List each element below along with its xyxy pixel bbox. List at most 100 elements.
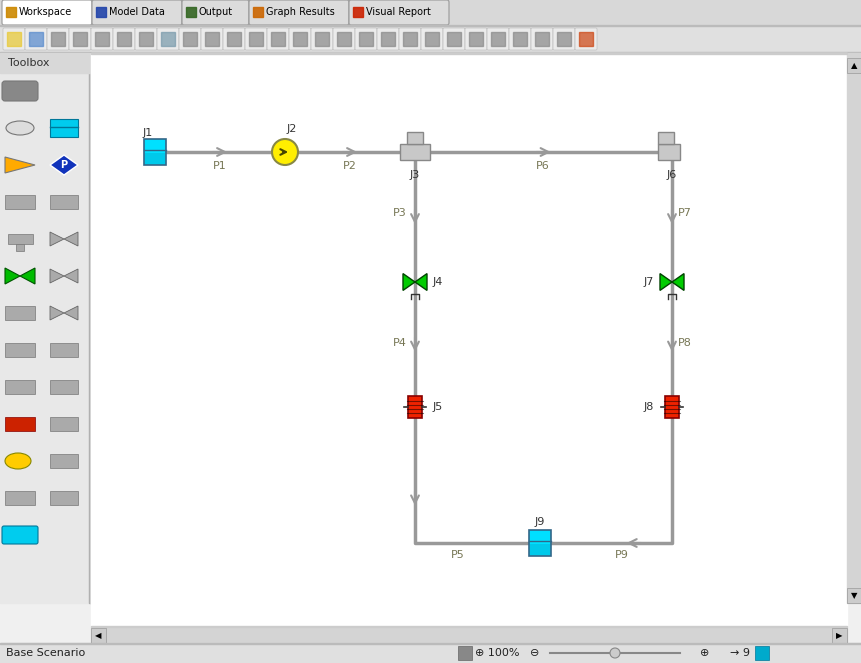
Text: ▲: ▲ bbox=[851, 62, 857, 70]
Polygon shape bbox=[660, 274, 672, 290]
Polygon shape bbox=[50, 306, 64, 320]
Bar bbox=[91, 628, 846, 643]
Bar bbox=[846, 53, 861, 603]
Bar bbox=[50, 195, 77, 209]
Bar bbox=[406, 132, 423, 144]
FancyBboxPatch shape bbox=[508, 28, 530, 50]
Bar bbox=[144, 139, 166, 165]
Bar bbox=[353, 7, 362, 17]
FancyBboxPatch shape bbox=[420, 28, 443, 50]
Bar bbox=[5, 195, 35, 209]
Bar bbox=[226, 32, 241, 46]
Bar bbox=[50, 119, 77, 137]
Bar bbox=[95, 32, 108, 46]
FancyBboxPatch shape bbox=[2, 526, 38, 544]
FancyBboxPatch shape bbox=[245, 28, 267, 50]
Bar bbox=[183, 32, 197, 46]
FancyBboxPatch shape bbox=[182, 0, 249, 25]
Text: Toolbox: Toolbox bbox=[8, 58, 49, 68]
Polygon shape bbox=[64, 232, 77, 246]
Bar bbox=[468, 32, 482, 46]
Bar bbox=[0, 25, 861, 26]
FancyBboxPatch shape bbox=[355, 28, 376, 50]
Polygon shape bbox=[50, 155, 77, 175]
FancyBboxPatch shape bbox=[443, 28, 464, 50]
Bar bbox=[491, 32, 505, 46]
Text: P8: P8 bbox=[678, 338, 691, 348]
Text: Base Scenario: Base Scenario bbox=[6, 648, 85, 658]
Text: Output: Output bbox=[199, 7, 232, 17]
Text: J4: J4 bbox=[432, 277, 443, 287]
FancyBboxPatch shape bbox=[249, 0, 349, 25]
Bar bbox=[50, 343, 77, 357]
Text: J5: J5 bbox=[432, 402, 443, 412]
FancyBboxPatch shape bbox=[25, 28, 47, 50]
FancyBboxPatch shape bbox=[288, 28, 311, 50]
Bar bbox=[657, 144, 679, 160]
Bar bbox=[535, 32, 548, 46]
Polygon shape bbox=[5, 157, 35, 173]
Bar bbox=[0, 53, 90, 603]
FancyBboxPatch shape bbox=[311, 28, 332, 50]
Text: ⊕ 100%: ⊕ 100% bbox=[474, 648, 519, 658]
Ellipse shape bbox=[6, 121, 34, 135]
FancyBboxPatch shape bbox=[47, 28, 69, 50]
Bar bbox=[5, 306, 35, 320]
Bar bbox=[358, 32, 373, 46]
Bar bbox=[253, 7, 263, 17]
Text: J8: J8 bbox=[643, 402, 653, 412]
Bar bbox=[579, 32, 592, 46]
Bar bbox=[205, 32, 219, 46]
Bar bbox=[0, 0, 861, 27]
Bar bbox=[337, 32, 350, 46]
Bar bbox=[50, 380, 77, 394]
Bar bbox=[0, 25, 861, 53]
FancyBboxPatch shape bbox=[486, 28, 508, 50]
Polygon shape bbox=[414, 274, 426, 290]
Bar bbox=[512, 32, 526, 46]
Text: P6: P6 bbox=[536, 161, 549, 171]
Polygon shape bbox=[64, 269, 77, 283]
Bar bbox=[270, 32, 285, 46]
Bar bbox=[29, 32, 43, 46]
Bar bbox=[846, 58, 861, 73]
Text: P3: P3 bbox=[393, 208, 406, 218]
Bar bbox=[139, 32, 152, 46]
FancyBboxPatch shape bbox=[553, 28, 574, 50]
Circle shape bbox=[272, 139, 298, 165]
Bar bbox=[91, 53, 846, 627]
Text: ◀: ◀ bbox=[95, 631, 101, 640]
FancyBboxPatch shape bbox=[135, 28, 157, 50]
Ellipse shape bbox=[5, 453, 31, 469]
Bar bbox=[50, 491, 77, 505]
Bar bbox=[89, 53, 90, 603]
FancyBboxPatch shape bbox=[91, 28, 113, 50]
FancyBboxPatch shape bbox=[2, 81, 38, 101]
Bar bbox=[16, 244, 24, 251]
Bar bbox=[424, 32, 438, 46]
Bar bbox=[314, 32, 329, 46]
Bar bbox=[831, 628, 846, 643]
Bar bbox=[91, 53, 846, 54]
Polygon shape bbox=[64, 306, 77, 320]
Bar bbox=[5, 343, 35, 357]
FancyBboxPatch shape bbox=[69, 28, 91, 50]
Bar bbox=[293, 32, 307, 46]
Polygon shape bbox=[5, 268, 20, 284]
FancyBboxPatch shape bbox=[179, 28, 201, 50]
Text: → 9: → 9 bbox=[729, 648, 749, 658]
Text: P1: P1 bbox=[213, 161, 226, 171]
Bar bbox=[403, 32, 417, 46]
Bar bbox=[664, 396, 678, 418]
FancyBboxPatch shape bbox=[201, 28, 223, 50]
Text: ▶: ▶ bbox=[835, 631, 841, 640]
Bar bbox=[447, 32, 461, 46]
Bar bbox=[186, 7, 195, 17]
Bar bbox=[249, 32, 263, 46]
Text: J1: J1 bbox=[143, 128, 152, 138]
Bar bbox=[161, 32, 175, 46]
Bar bbox=[0, 53, 90, 73]
Text: P2: P2 bbox=[343, 161, 356, 171]
Bar bbox=[90, 53, 91, 603]
Text: J9: J9 bbox=[534, 517, 544, 527]
